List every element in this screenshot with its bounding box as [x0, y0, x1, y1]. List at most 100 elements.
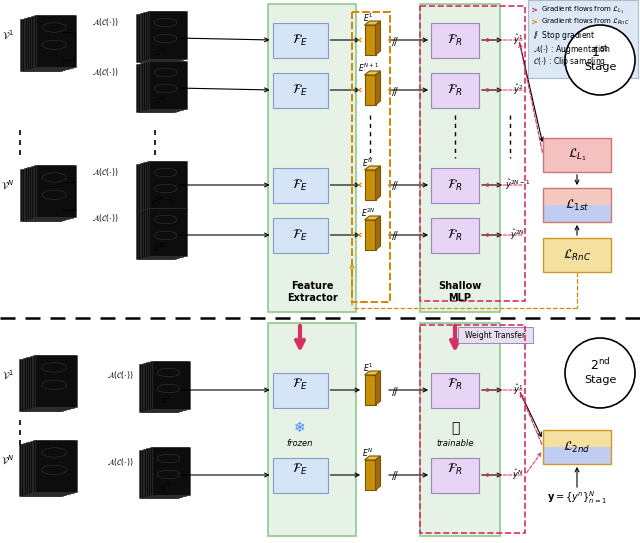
Bar: [148, 60, 187, 109]
Bar: [26, 167, 65, 219]
Bar: [20, 169, 60, 221]
Text: Shallow
MLP: Shallow MLP: [438, 281, 482, 303]
Text: trainable: trainable: [436, 439, 474, 447]
Text: Stage: Stage: [584, 62, 616, 72]
Bar: [140, 13, 178, 61]
Text: $\!/\!/$: $\!/\!/$: [392, 470, 400, 483]
Text: $\hat{y}^1$: $\hat{y}^1$: [513, 33, 523, 47]
Text: $\mathbf{y} = \{y^n\}_{n=1}^N$: $\mathbf{y} = \{y^n\}_{n=1}^N$: [547, 490, 607, 507]
FancyBboxPatch shape: [543, 205, 611, 222]
Bar: [36, 165, 76, 217]
Bar: [143, 449, 180, 497]
Bar: [145, 209, 183, 256]
Bar: [143, 363, 180, 411]
Bar: [26, 357, 68, 409]
FancyBboxPatch shape: [273, 458, 328, 493]
Bar: [138, 163, 176, 212]
Polygon shape: [376, 21, 381, 55]
Bar: [138, 14, 176, 61]
Bar: [138, 64, 176, 111]
Text: $\mathcal{V}^1$: $\mathcal{V}^1$: [2, 368, 14, 382]
Bar: [24, 18, 63, 70]
Polygon shape: [365, 456, 381, 460]
Text: $\hat{y}^{2N-1}$: $\hat{y}^{2N-1}$: [505, 178, 531, 192]
Bar: [24, 357, 67, 409]
Bar: [19, 444, 61, 496]
Text: $\mathcal{F}_E$: $\mathcal{F}_E$: [292, 462, 308, 477]
Bar: [29, 16, 69, 68]
Bar: [152, 446, 189, 495]
Text: Feature
Extractor: Feature Extractor: [287, 281, 337, 303]
Bar: [143, 162, 181, 210]
Bar: [138, 211, 176, 258]
Polygon shape: [376, 456, 381, 490]
Bar: [31, 356, 74, 407]
FancyBboxPatch shape: [458, 327, 533, 343]
Bar: [35, 439, 77, 491]
Bar: [140, 210, 178, 258]
Text: $\mathcal{F}_E$: $\mathcal{F}_E$: [292, 33, 308, 48]
Polygon shape: [365, 21, 381, 25]
Text: $\mathcal{A}(\mathcal{C}(\cdot))$: $\mathcal{A}(\mathcal{C}(\cdot))$: [107, 369, 133, 381]
Bar: [24, 168, 63, 220]
Bar: [147, 61, 185, 109]
Bar: [20, 19, 60, 71]
Text: frozen: frozen: [287, 439, 313, 447]
Text: Weight Transfer: Weight Transfer: [465, 331, 525, 339]
Bar: [145, 11, 183, 60]
Bar: [145, 363, 182, 411]
Text: $\mathcal{F}_R$: $\mathcal{F}_R$: [447, 83, 463, 98]
Bar: [143, 12, 181, 60]
Text: $E^{2N}$: $E^{2N}$: [360, 207, 376, 219]
Bar: [141, 162, 179, 211]
Bar: [28, 441, 70, 494]
FancyBboxPatch shape: [431, 218, 479, 252]
FancyBboxPatch shape: [543, 238, 611, 272]
Text: $\mathcal{L}_{2nd}$: $\mathcal{L}_{2nd}$: [563, 439, 591, 454]
Text: $\mathcal{A}(\mathcal{C}(\cdot))$: $\mathcal{A}(\mathcal{C}(\cdot))$: [92, 166, 118, 178]
Text: $\!/\!/$: $\!/\!/$: [392, 35, 400, 47]
Bar: [136, 211, 174, 259]
Text: $\hat{y}^2$: $\hat{y}^2$: [513, 83, 524, 97]
Text: Gradient flows from $\mathcal{L}_{RnC}$: Gradient flows from $\mathcal{L}_{RnC}$: [541, 17, 630, 27]
Bar: [143, 209, 181, 257]
Text: $\mathcal{F}_E$: $\mathcal{F}_E$: [292, 228, 308, 243]
Bar: [150, 361, 188, 409]
Polygon shape: [365, 216, 381, 220]
Bar: [148, 10, 187, 59]
Text: $c^1$: $c^1$: [155, 46, 165, 58]
Bar: [139, 450, 177, 498]
Text: $E^1$: $E^1$: [363, 362, 373, 374]
Bar: [140, 63, 178, 111]
Polygon shape: [365, 75, 376, 105]
FancyBboxPatch shape: [543, 138, 611, 172]
Bar: [145, 61, 183, 110]
Bar: [141, 450, 179, 497]
Text: $E^N$: $E^N$: [362, 157, 374, 169]
Bar: [30, 441, 72, 493]
FancyBboxPatch shape: [431, 22, 479, 58]
FancyBboxPatch shape: [273, 372, 328, 407]
Circle shape: [565, 25, 635, 95]
Text: 🔥: 🔥: [451, 421, 459, 435]
Polygon shape: [365, 71, 381, 75]
FancyBboxPatch shape: [431, 167, 479, 203]
Text: $\mathcal{F}_E$: $\mathcal{F}_E$: [292, 178, 308, 193]
Text: $\mathcal{A}(\mathcal{C}(\cdot))$: $\mathcal{A}(\mathcal{C}(\cdot))$: [107, 456, 133, 468]
Bar: [148, 362, 186, 409]
Text: $\mathcal{F}_R$: $\mathcal{F}_R$: [447, 228, 463, 243]
Bar: [148, 161, 187, 209]
Bar: [146, 362, 184, 410]
Text: $1^{\mathrm{st}}$: $1^{\mathrm{st}}$: [591, 44, 609, 60]
Bar: [147, 11, 185, 59]
Text: $\mathcal{F}_E$: $\mathcal{F}_E$: [292, 83, 308, 98]
Text: $E^{N+1}$: $E^{N+1}$: [358, 62, 378, 74]
Bar: [147, 161, 185, 209]
Bar: [136, 14, 174, 62]
Text: $c^1$: $c^1$: [161, 394, 171, 406]
Bar: [143, 62, 181, 110]
FancyBboxPatch shape: [431, 73, 479, 108]
Text: $2^{\mathrm{nd}}$: $2^{\mathrm{nd}}$: [590, 357, 610, 373]
Text: Stage: Stage: [584, 375, 616, 385]
Text: $\mathcal{A}(\mathcal{C}(\cdot))$: $\mathcal{A}(\mathcal{C}(\cdot))$: [92, 66, 118, 78]
